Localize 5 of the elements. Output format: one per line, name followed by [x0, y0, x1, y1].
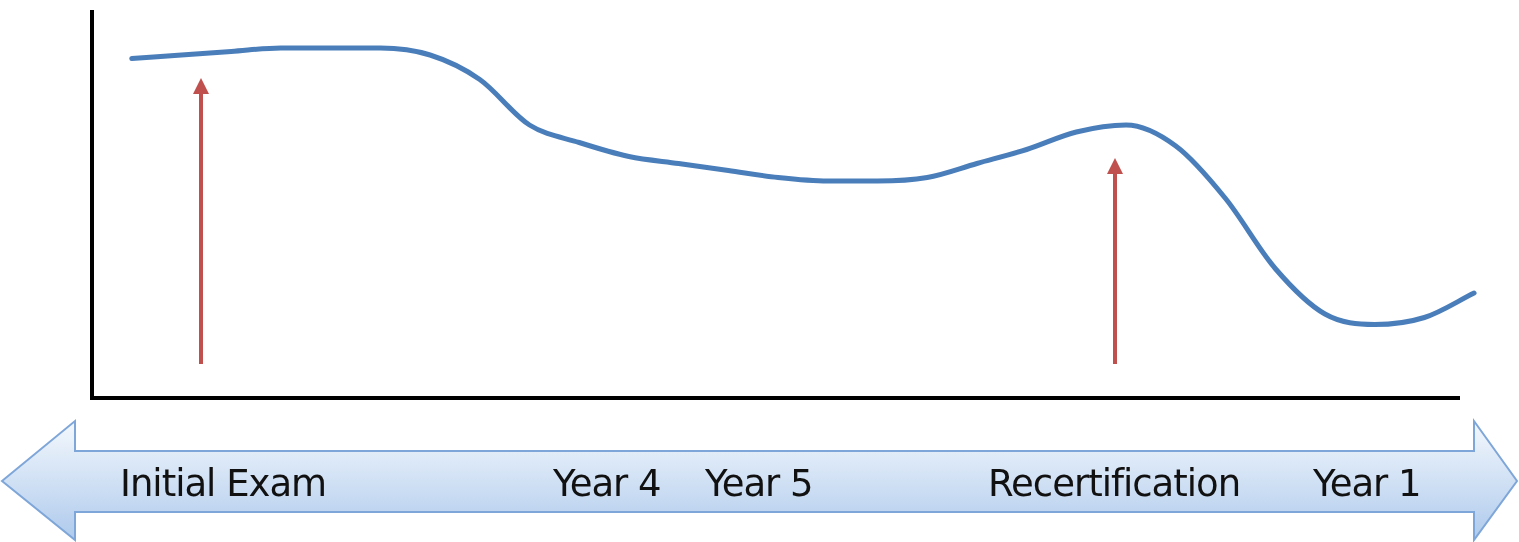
text: Recertification: [988, 462, 1241, 505]
text: Year 1: [1313, 462, 1421, 505]
text: Initial Exam: [120, 462, 327, 505]
text: Year 5: [705, 462, 813, 505]
text: Year 4: [553, 462, 661, 505]
